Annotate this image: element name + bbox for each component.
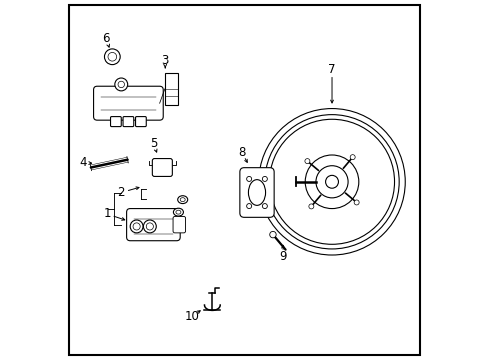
Circle shape [262,203,267,208]
Circle shape [269,231,276,238]
Ellipse shape [176,210,181,214]
Circle shape [115,78,127,91]
Circle shape [325,175,338,188]
Text: 9: 9 [279,250,286,263]
Circle shape [118,81,124,87]
Circle shape [269,119,394,244]
Circle shape [143,220,156,233]
FancyBboxPatch shape [152,158,172,176]
Circle shape [133,223,140,230]
Circle shape [262,176,267,181]
Text: 8: 8 [238,146,245,159]
Text: 10: 10 [184,310,199,323]
FancyBboxPatch shape [110,117,121,127]
Circle shape [246,203,251,208]
Circle shape [246,176,251,181]
Circle shape [104,49,120,64]
Ellipse shape [180,198,185,202]
Circle shape [264,114,398,249]
FancyBboxPatch shape [135,117,146,127]
FancyBboxPatch shape [173,216,185,233]
Circle shape [130,220,143,233]
Bar [164,73,177,105]
Text: 5: 5 [149,137,157,150]
Text: 2: 2 [117,186,125,199]
Ellipse shape [248,180,265,205]
Circle shape [308,204,313,209]
Circle shape [353,200,358,205]
Text: 1: 1 [103,207,110,220]
FancyBboxPatch shape [123,117,134,127]
Ellipse shape [173,208,183,216]
FancyBboxPatch shape [93,86,163,120]
Text: 3: 3 [161,54,168,67]
Circle shape [304,159,309,164]
Ellipse shape [177,196,187,203]
Circle shape [108,53,117,61]
Circle shape [258,109,405,255]
Circle shape [315,166,347,198]
Text: 7: 7 [327,63,335,76]
Circle shape [305,155,358,208]
Text: 6: 6 [102,32,110,45]
FancyBboxPatch shape [126,208,180,241]
Circle shape [349,155,354,159]
Circle shape [146,223,153,230]
Text: 4: 4 [79,156,86,169]
FancyBboxPatch shape [240,168,274,217]
